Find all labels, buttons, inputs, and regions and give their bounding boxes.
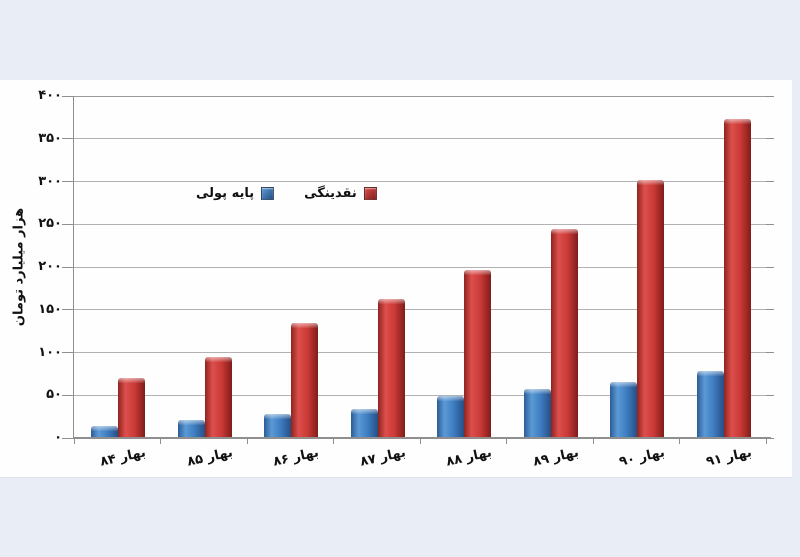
x-tick <box>73 438 75 444</box>
bar-cap <box>377 299 405 304</box>
x-tick <box>679 438 680 444</box>
y-tick-label: ۵۰ <box>46 387 62 403</box>
gridline <box>74 352 766 353</box>
bar-liquidity <box>464 270 491 438</box>
legend-label-liquidity: نقدینگی <box>304 186 357 201</box>
bar-monetary-base <box>610 382 637 438</box>
bar-cap <box>437 396 464 401</box>
x-tick-label: بهار ۹۱ <box>704 445 753 470</box>
x-axis-line <box>73 437 771 439</box>
y-tick-left <box>62 266 74 268</box>
y-tick-left <box>62 181 74 182</box>
bar-liquidity <box>204 357 232 438</box>
bar-cap <box>177 420 205 425</box>
legend: پایه پولی نقدینگی <box>196 186 377 201</box>
bar-monetary-base <box>523 389 551 438</box>
y-tick-right <box>766 181 774 182</box>
y-tick-left <box>62 223 74 225</box>
legend-item-monetary-base: پایه پولی <box>196 186 275 201</box>
x-tick <box>160 438 161 444</box>
y-tick-right <box>766 266 774 268</box>
gridline <box>74 223 766 225</box>
x-tick <box>246 438 248 444</box>
y-tick-left <box>62 394 74 396</box>
gridline <box>74 95 766 97</box>
x-tick-label: بهار ۸۵ <box>185 445 234 470</box>
bar-liquidity <box>377 299 405 438</box>
bar-cap <box>464 270 491 275</box>
bar-liquidity <box>723 119 751 438</box>
y-tick-label: ۳۵۰ <box>38 130 62 146</box>
bar-cap <box>610 382 637 387</box>
y-tick-left <box>62 437 74 439</box>
bar-cap <box>550 229 578 234</box>
x-tick-label: بهار ۸۸ <box>445 445 494 470</box>
x-tick <box>333 438 334 444</box>
y-tick-label: ۴۰۰ <box>38 88 62 103</box>
gridline <box>74 266 766 268</box>
legend-label-monetary-base: پایه پولی <box>196 186 255 201</box>
bar-monetary-base <box>91 426 118 438</box>
bar-monetary-base <box>177 420 205 438</box>
legend-swatch-red <box>363 187 377 200</box>
bar-cap <box>350 409 378 414</box>
y-tick-label: ۰ <box>54 430 62 445</box>
x-tick <box>506 438 507 444</box>
x-tick-label: بهار ۸۷ <box>358 445 407 470</box>
x-tick-label: بهار ۸۴ <box>99 445 148 470</box>
bar-cap <box>291 323 318 328</box>
y-axis-line <box>73 96 74 438</box>
legend-item-liquidity: نقدینگی <box>304 186 377 201</box>
gridline <box>74 181 766 182</box>
y-tick-label: ۳۰۰ <box>38 173 62 189</box>
y-tick-right <box>766 223 774 225</box>
gridline <box>74 309 766 311</box>
bar-liquidity <box>550 229 578 438</box>
bar-monetary-base <box>437 396 464 438</box>
gridline <box>74 138 766 140</box>
y-tick-label: ۲۵۰ <box>38 216 62 232</box>
x-tick <box>592 438 594 444</box>
bar-liquidity <box>118 378 145 438</box>
bar-cap <box>91 426 118 431</box>
bar-liquidity <box>637 180 664 438</box>
y-tick-label: ۱۰۰ <box>38 344 62 360</box>
bar-cap <box>696 371 724 376</box>
x-tick-label: بهار ۹۰ <box>618 445 667 470</box>
y-tick-label: ۱۵۰ <box>38 301 62 317</box>
y-tick-right <box>766 352 774 353</box>
y-tick-left <box>62 309 74 311</box>
y-tick-left <box>62 138 74 140</box>
bar-monetary-base <box>264 414 291 438</box>
bar-cap <box>523 389 551 394</box>
bar-cap <box>204 357 232 362</box>
x-tick-label: بهار ۸۹ <box>531 445 580 470</box>
x-tick <box>765 438 767 444</box>
y-tick-right <box>766 309 774 311</box>
y-tick-right <box>766 138 774 140</box>
bar-cap <box>637 180 664 185</box>
y-tick-right <box>766 394 774 396</box>
y-tick-left <box>62 352 74 353</box>
y-tick-label: ۲۰۰ <box>38 259 62 274</box>
bar-cap <box>118 378 145 383</box>
gridline <box>74 394 766 396</box>
bar-cap <box>723 119 751 124</box>
bar-cap <box>264 414 291 419</box>
x-tick-label: بهار ۸۶ <box>272 445 321 470</box>
legend-swatch-blue <box>261 187 275 200</box>
bar-monetary-base <box>696 371 724 438</box>
x-tick <box>419 438 421 444</box>
y-tick-left <box>62 95 74 97</box>
bar-liquidity <box>291 323 318 438</box>
y-tick-right <box>766 95 774 97</box>
bar-monetary-base <box>350 409 378 438</box>
